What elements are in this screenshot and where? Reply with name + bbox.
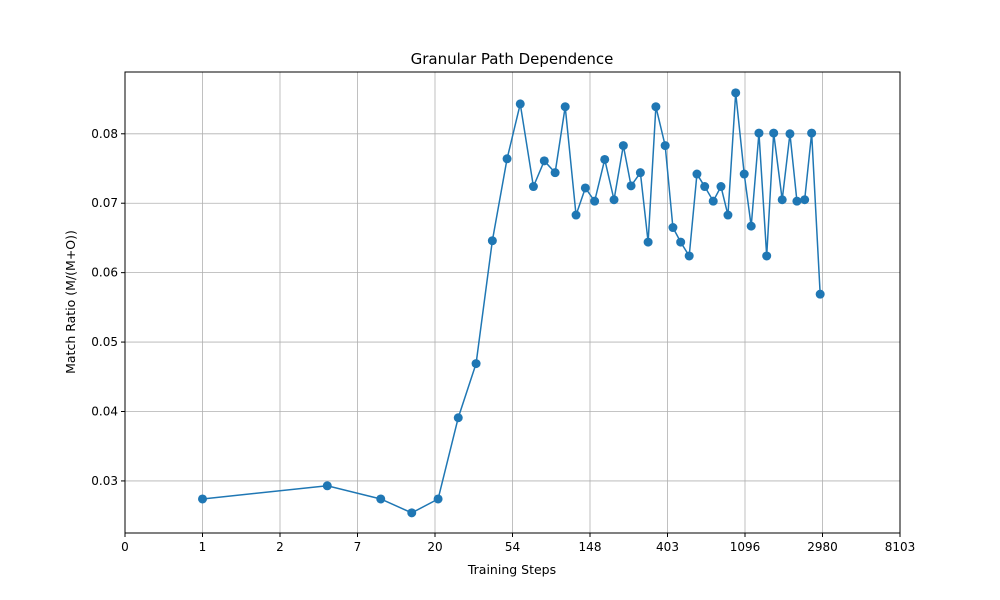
y-tick-label: 0.08 xyxy=(91,127,118,141)
marker xyxy=(643,237,653,247)
marker xyxy=(502,154,512,164)
marker xyxy=(746,221,756,231)
marker xyxy=(376,494,386,504)
marker xyxy=(754,128,764,138)
marker xyxy=(433,494,443,504)
x-tick-label: 0 xyxy=(121,540,129,554)
marker xyxy=(571,210,581,220)
marker xyxy=(668,223,678,233)
marker xyxy=(708,196,718,206)
marker xyxy=(815,289,825,299)
marker xyxy=(777,195,787,205)
marker xyxy=(550,168,560,178)
y-tick-label: 0.05 xyxy=(91,335,118,349)
line xyxy=(202,92,821,514)
x-tick-label: 1 xyxy=(199,540,207,554)
x-tick-label: 54 xyxy=(505,540,520,554)
x-tick-label: 1096 xyxy=(730,540,761,554)
marker xyxy=(731,88,741,98)
marker xyxy=(807,128,817,138)
x-tick-label: 2 xyxy=(276,540,284,554)
x-tick-label: 8103 xyxy=(885,540,916,554)
y-tick-label: 0.06 xyxy=(91,266,118,280)
marker xyxy=(723,210,733,220)
x-axis-label: Training Steps xyxy=(467,562,556,577)
marker xyxy=(580,183,590,193)
plot-frame xyxy=(124,71,901,534)
marker xyxy=(769,128,779,138)
marker xyxy=(528,182,538,192)
marker xyxy=(800,195,810,205)
marker xyxy=(676,237,686,247)
marker xyxy=(609,195,619,205)
y-tick-label: 0.07 xyxy=(91,196,118,210)
marker xyxy=(600,154,610,164)
marker xyxy=(739,169,749,179)
marker xyxy=(700,182,710,192)
marker xyxy=(651,102,661,112)
x-tick-label: 7 xyxy=(354,540,362,554)
marker xyxy=(198,494,207,504)
marker xyxy=(539,156,549,166)
marker xyxy=(453,413,463,423)
y-tick-label: 0.04 xyxy=(91,405,118,419)
marker xyxy=(618,141,628,151)
y-axis-label: Match Ratio (M/(M+O)) xyxy=(63,230,78,374)
marker xyxy=(792,196,802,206)
x-tick-label: 148 xyxy=(579,540,602,554)
marker xyxy=(515,99,525,109)
x-tick-label: 2980 xyxy=(807,540,838,554)
x-tick-label: 20 xyxy=(427,540,442,554)
marker xyxy=(762,251,772,261)
marker xyxy=(716,182,726,192)
y-tick-label: 0.03 xyxy=(91,474,118,488)
marker xyxy=(560,102,570,112)
marker xyxy=(660,141,670,151)
marker xyxy=(785,129,795,139)
marker xyxy=(626,181,636,191)
marker xyxy=(407,508,417,518)
marker xyxy=(590,196,600,206)
x-tick-label: 403 xyxy=(656,540,679,554)
marker xyxy=(322,481,332,491)
chart-title: Granular Path Dependence xyxy=(411,50,614,68)
marker xyxy=(487,236,497,246)
marker xyxy=(471,359,481,369)
marker xyxy=(635,168,645,178)
marker xyxy=(692,169,702,179)
marker xyxy=(684,251,694,261)
